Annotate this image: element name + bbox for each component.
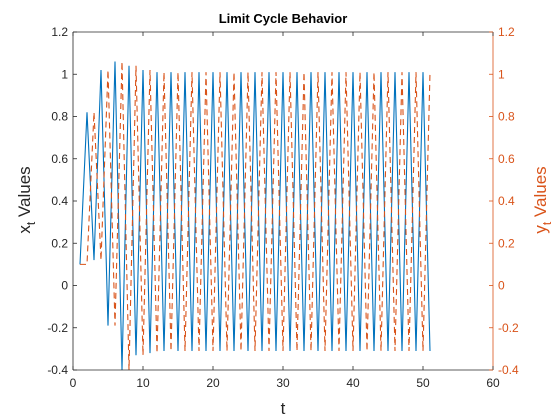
right-y-tick-label: 0.6 [498,152,515,166]
left-y-axis-label-rest: Values [15,166,34,221]
right-y-axis-label-subscript: t [540,221,554,225]
right-y-tick-label: 0.8 [498,110,515,124]
x-tick-label: 0 [70,376,77,390]
left-y-tick-label: 0.6 [51,152,68,166]
left-y-tick-label: 0 [61,279,68,293]
x-tick-label: 50 [416,376,430,390]
left-y-tick-label: -0.4 [47,363,68,377]
left-y-tick-label: 0.8 [51,110,68,124]
left-y-axis-ticks: -0.4 -0.2 0 0.2 0.4 0.6 0.8 1 1.2 [47,25,77,377]
right-y-tick-label: 0 [498,279,505,293]
series-layer [79,61,431,371]
x-tick-label: 30 [276,376,290,390]
left-y-axis-label: xt Values [15,166,38,233]
right-y-axis-label-rest: Values [531,166,550,221]
right-y-axis-ticks: -0.4 -0.2 0 0.2 0.4 0.6 0.8 1 1.2 [489,25,519,377]
left-y-tick-label: 0.2 [51,236,68,250]
right-y-tick-label: 0.4 [498,194,515,208]
left-y-tick-label: -0.2 [47,321,68,335]
left-y-tick-label: 0.4 [51,194,68,208]
right-y-tick-label: -0.2 [498,321,519,335]
left-y-axis-label-subscript: t [24,221,38,225]
x-axis-label: t [281,399,286,418]
right-y-tick-label: 1.2 [498,25,515,39]
chart-title: Limit Cycle Behavior [219,11,348,26]
right-y-tick-label: -0.4 [498,363,519,377]
plot-area: 0 10 20 30 40 50 60 -0.4-0.200.20.40.60.811.2 … [47,25,519,390]
right-y-axis-label-main: y [531,225,550,234]
x-tick-label: 10 [136,376,150,390]
right-y-axis-label: yt Values [531,166,554,233]
left-y-tick-label: 1 [61,67,68,81]
right-y-tick-label: 0.2 [498,236,515,250]
series-line-1 [79,61,431,371]
x-tick-label: 40 [346,376,360,390]
right-y-tick-label: 1 [498,67,505,81]
left-y-axis-label-main: x [15,225,34,234]
series-line-2 [80,61,431,371]
left-y-tick-label: 1.2 [51,25,68,39]
x-tick-label: 60 [486,376,500,390]
x-tick-label: 20 [206,376,220,390]
x-axis-ticks: 0 10 20 30 40 50 60 [70,32,500,390]
